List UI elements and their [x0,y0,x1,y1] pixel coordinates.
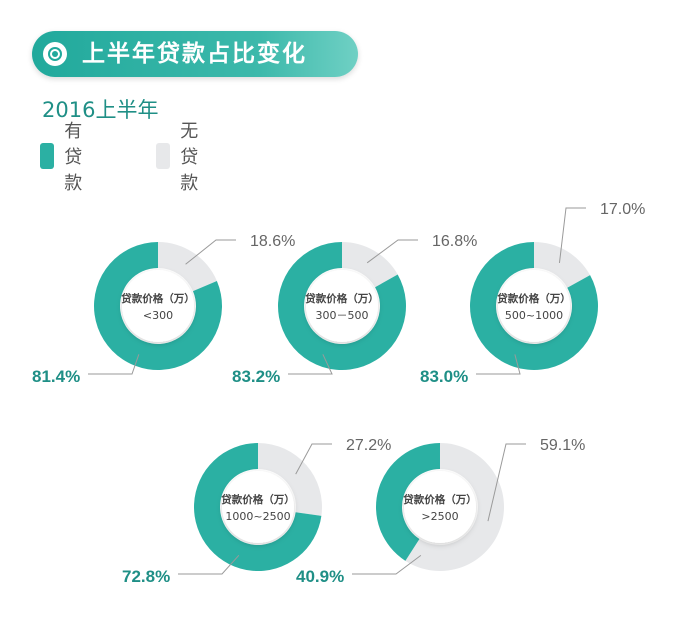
legend-item-loan: 有贷款 [40,121,94,194]
slice-loan [93,242,222,371]
leader-line-loan [88,354,140,375]
leader-line-loan [476,354,521,375]
donut-chart: 贷款价格（万） <300 18.6% 81.4% [32,233,295,386]
target-icon [43,42,67,66]
category-label: 1000~2500 [225,510,290,523]
value-label-loan: 72.8% [122,567,170,586]
slice-no-loan [258,443,322,516]
page-title: 上半年贷款占比变化 [82,41,307,67]
donut-chart: 贷款价格（万） >2500 59.1% 40.9% [296,437,585,586]
legend-label-loan: 有贷款 [64,121,83,194]
slice-no-loan [405,443,504,571]
legend-swatch-loan [40,143,55,169]
value-label-no-loan: 16.8% [432,233,477,250]
donut-center [306,270,378,342]
category-label: <300 [143,309,173,322]
leader-line-loan [352,554,422,575]
value-label-no-loan: 17.0% [600,201,645,218]
slice-no-loan [534,242,591,288]
leader-line-loan [288,354,333,375]
chart-subtitle: 2016上半年 [42,98,159,122]
center-label: 贷款价格（万） [305,292,379,305]
value-label-no-loan: 18.6% [250,233,295,250]
center-label: 贷款价格（万） [403,493,477,506]
donut-center [498,270,570,342]
leader-line-no-loan [295,443,332,475]
leader-line-no-loan [366,239,418,264]
center-label: 贷款价格（万） [497,292,571,305]
slice-loan [469,242,598,370]
value-label-loan: 40.9% [296,567,344,586]
leader-line-no-loan [487,443,526,522]
slice-no-loan [158,242,217,292]
donut-center [122,270,194,342]
center-label: 贷款价格（万） [221,493,295,506]
slice-loan [194,443,322,571]
title-banner: 上半年贷款占比变化 [32,31,358,77]
leader-line-loan [178,555,240,575]
value-label-loan: 83.2% [232,367,280,386]
value-label-no-loan: 27.2% [346,437,391,454]
donut-chart: 贷款价格（万） 300－500 16.8% 83.2% [232,233,477,386]
category-label: 300－500 [316,309,369,322]
slice-loan [376,443,440,561]
donut-center [222,471,294,543]
center-label: 贷款价格（万） [121,292,195,305]
leader-line-no-loan [558,207,586,264]
donut-center [404,471,476,543]
donut-chart: 贷款价格（万） 500~1000 17.0% 83.0% [420,201,645,386]
slice-loan [278,242,406,370]
value-label-loan: 83.0% [420,367,468,386]
value-label-loan: 81.4% [32,367,80,386]
slice-no-loan [342,242,398,288]
legend-item-no-loan: 无贷款 [156,121,210,194]
legend-swatch-no-loan [156,143,171,169]
value-label-no-loan: 59.1% [540,437,585,454]
donut-chart: 贷款价格（万） 1000~2500 27.2% 72.8% [122,437,391,586]
legend-label-no-loan: 无贷款 [180,121,199,194]
leader-line-no-loan [185,239,236,265]
category-label: >2500 [421,510,458,523]
category-label: 500~1000 [505,309,563,322]
